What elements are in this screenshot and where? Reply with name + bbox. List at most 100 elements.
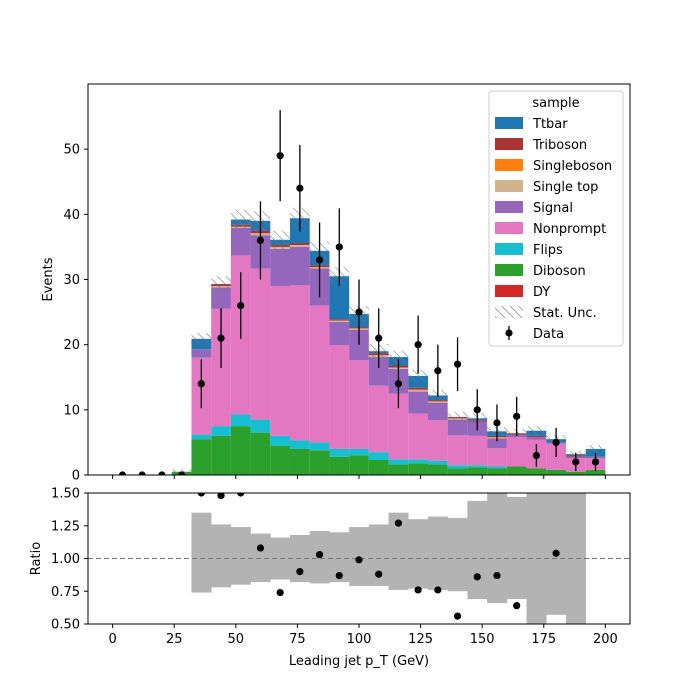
bar-segment — [487, 438, 507, 449]
ratio-band-segment — [230, 527, 251, 585]
bar-segment — [427, 460, 448, 465]
bar-segment — [526, 468, 547, 475]
x-tick-label: 75 — [289, 632, 306, 647]
ratio-band-segment — [427, 516, 448, 590]
bar-segment — [408, 463, 428, 475]
ratio-point — [414, 586, 422, 594]
data-point — [138, 471, 146, 475]
ratio-point — [434, 586, 442, 594]
data-point — [158, 471, 166, 475]
legend-label: Data — [533, 327, 564, 342]
data-point — [256, 236, 265, 244]
legend-title: sample — [532, 96, 579, 111]
data-point — [296, 184, 304, 192]
legend-swatch — [495, 117, 523, 129]
x-tick-label: 100 — [347, 632, 372, 647]
bar-segment — [368, 357, 389, 386]
legend-swatch — [495, 159, 523, 171]
ratio-y-tick-label: 0.50 — [51, 618, 80, 633]
bar-segment — [309, 450, 330, 475]
ratio-band-segment — [467, 500, 488, 600]
legend-label: Single top — [533, 180, 598, 195]
bar-segment — [487, 448, 507, 467]
bar-segment — [408, 389, 428, 392]
x-tick-label: 200 — [593, 632, 618, 647]
ratio-plot-area — [88, 493, 630, 624]
legend-item-stat-unc: Stat. Unc. — [495, 306, 597, 321]
bar-segment — [467, 467, 488, 475]
bar-segment — [309, 305, 330, 443]
legend-item-diboson: Diboson — [495, 264, 586, 279]
legend-item-flips: Flips — [495, 243, 563, 258]
ratio-point — [237, 493, 245, 497]
bar-segment — [290, 244, 310, 247]
ratio-band-segment — [565, 493, 586, 624]
bar-segment — [447, 468, 468, 475]
bar-segment — [368, 460, 389, 475]
bar-segment — [250, 268, 271, 420]
bar-segment — [467, 465, 488, 468]
bar-segment — [526, 435, 547, 438]
data-point — [473, 406, 481, 414]
ratio-point — [394, 519, 403, 527]
legend-item-dy: DY — [495, 285, 550, 300]
ratio-y-axis-label: Ratio — [29, 542, 44, 575]
stat-unc-segment — [191, 332, 212, 345]
bar-segment — [230, 228, 251, 256]
legend-box — [488, 90, 624, 347]
legend-swatch — [495, 264, 523, 276]
ratio-band-segment — [487, 493, 508, 604]
bar-segment — [388, 393, 409, 460]
main-panel: 0 10 20 30 40 50 Events — [41, 83, 631, 484]
bar-segment — [368, 452, 389, 461]
stat-unc-segment — [447, 411, 468, 423]
ratio-band-segment — [250, 533, 271, 583]
bar-segment — [447, 465, 468, 469]
data-point — [315, 256, 324, 264]
legend-swatch — [495, 243, 523, 255]
legend-swatch — [495, 306, 523, 318]
data-point — [197, 380, 205, 388]
bar-segment — [329, 319, 350, 321]
legend-item-ttbar: Ttbar — [495, 117, 568, 132]
ratio-panel: 0.50 0.75 1.00 1.25 1.50 0 25 50 75 100 125 150 175 2… — [29, 487, 631, 669]
data-point — [591, 458, 600, 466]
ratio-point — [513, 602, 521, 610]
ratio-y-tick-label: 1.25 — [51, 519, 80, 534]
legend-label: Nonprompt — [533, 222, 606, 237]
bar-segment — [191, 349, 212, 358]
bar-segment — [329, 276, 350, 320]
stat-unc-segment — [230, 209, 251, 230]
bar-segment — [290, 243, 310, 245]
ratio-point — [355, 556, 363, 564]
bar-segment — [250, 419, 271, 433]
data-point — [493, 419, 501, 427]
bar-segment — [388, 464, 409, 475]
legend-label: Ttbar — [532, 117, 568, 132]
bar-segment — [270, 248, 291, 287]
legend-label: Triboson — [532, 138, 587, 153]
x-axis-label: Leading jet p_T (GeV) — [289, 654, 429, 669]
y-axis-label: Events — [41, 257, 56, 301]
ratio-point — [315, 550, 324, 559]
legend-swatch — [495, 285, 523, 297]
ratio-point — [217, 493, 225, 500]
bar-segment — [349, 455, 369, 475]
ratio-point — [453, 612, 462, 620]
legend-item-nonprompt: Nonprompt — [495, 222, 606, 237]
data-point — [434, 367, 442, 375]
data-points — [118, 110, 600, 475]
ratio-point — [493, 571, 501, 580]
bar-segment — [487, 468, 507, 475]
bar-segment — [585, 469, 606, 475]
data-point — [513, 412, 521, 420]
stat-unc-segment — [211, 276, 231, 292]
bar-segment — [290, 285, 310, 441]
data-point — [118, 471, 127, 475]
main-plot-area — [118, 110, 606, 475]
bar-segment — [427, 402, 448, 421]
bar-segment — [506, 466, 527, 475]
stat-unc-segment — [270, 230, 291, 249]
data-point — [178, 471, 186, 475]
bar-segment — [408, 387, 428, 390]
